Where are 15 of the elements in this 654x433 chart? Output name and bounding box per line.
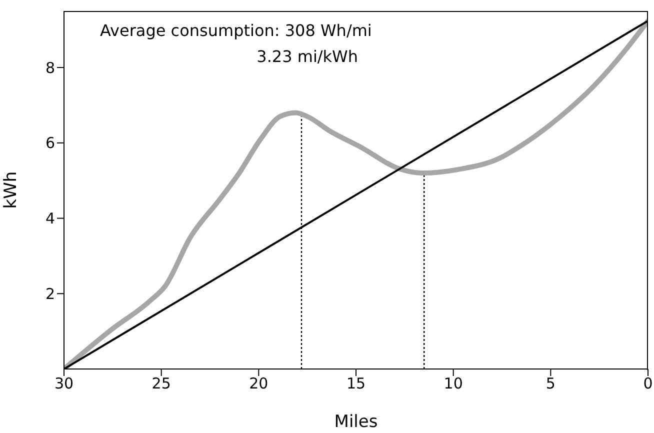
y-tick-label: 4 [45, 210, 55, 228]
x-tick-label: 25 [152, 374, 171, 393]
annotation: Average consumption: 308 Wh/mi [100, 20, 372, 42]
y-tick-label: 2 [45, 284, 55, 303]
x-tick-label: 0 [643, 374, 653, 393]
x-tick-label: 10 [444, 374, 463, 393]
x-tick-label: 15 [346, 374, 366, 393]
x-tick-label: 30 [54, 374, 74, 393]
x-axis-title: Miles [334, 412, 378, 432]
x-tick-label: 5 [546, 374, 556, 393]
y-axis-title: kWh [1, 171, 22, 209]
y-tick-label: 6 [45, 134, 55, 152]
annotation: 3.23 mi/kWh [256, 46, 358, 68]
x-tick-label: 20 [249, 374, 268, 393]
y-tick-label: 8 [45, 58, 55, 77]
